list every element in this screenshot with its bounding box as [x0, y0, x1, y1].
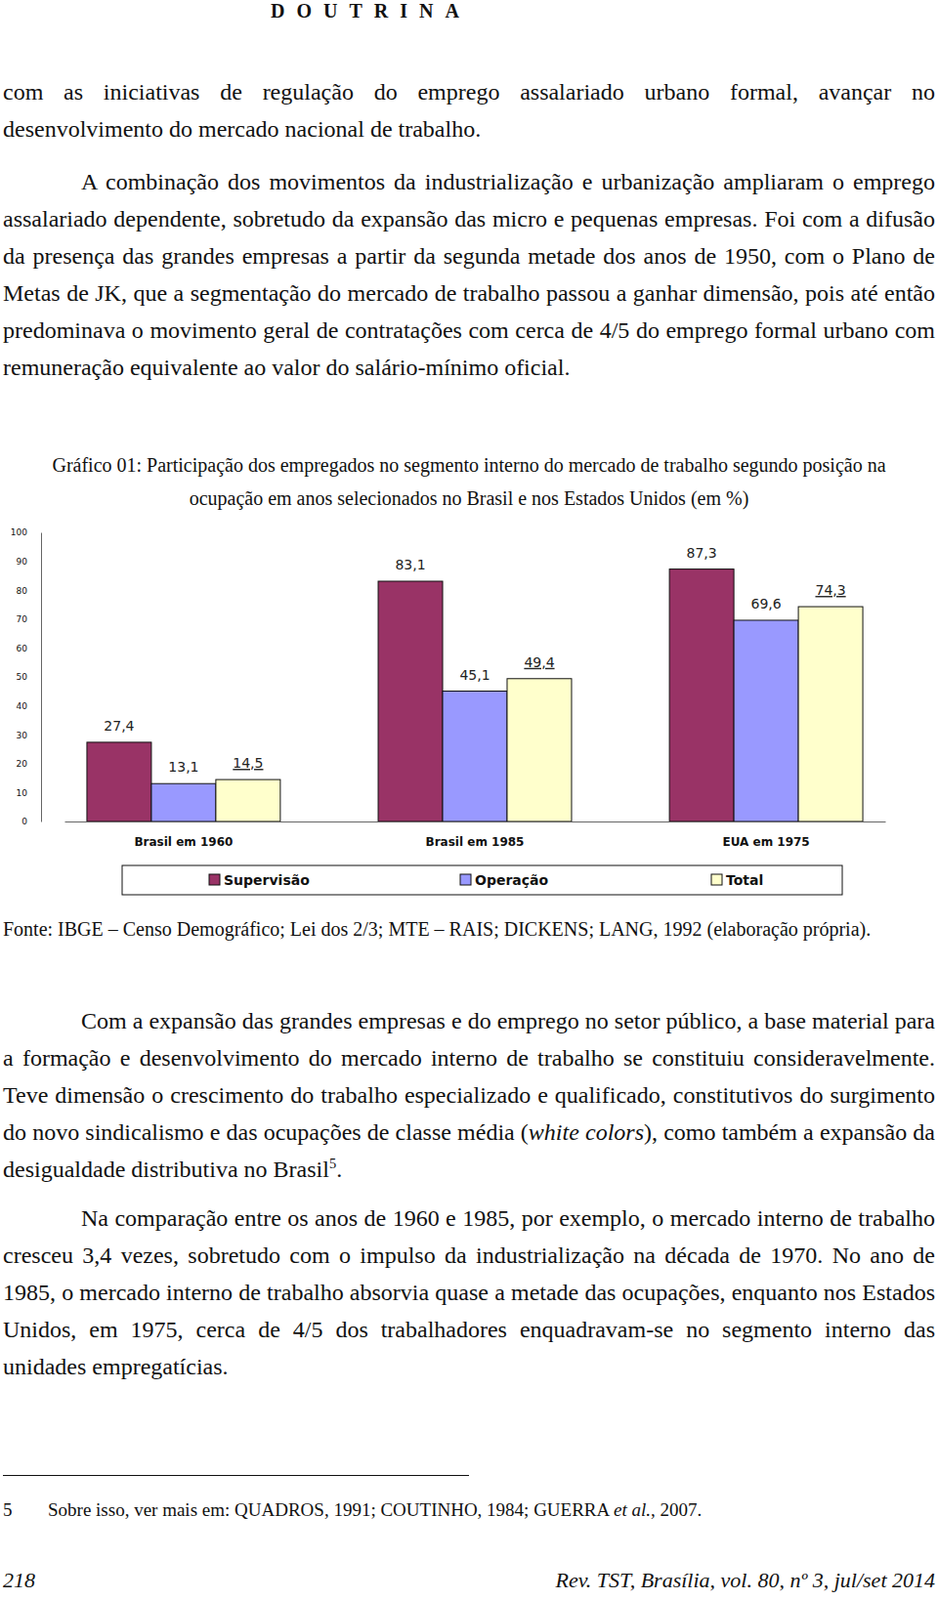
text-run: . [336, 1156, 342, 1183]
text-run: et al. [613, 1499, 651, 1521]
y-tick: 50 [16, 672, 42, 683]
chart: 0102030405060708090100Brasil em 1960Bras… [0, 522, 938, 914]
x-tick: Brasil em 1985 [426, 821, 525, 850]
tick-label: 10 [16, 788, 29, 799]
tick-label: 60 [16, 643, 29, 654]
tick-label: Brasil em 1985 [426, 835, 525, 850]
data-label: 27,4 [103, 718, 134, 734]
bar [798, 606, 863, 822]
y-tick: 60 [16, 643, 42, 654]
data-label: 45,1 [459, 667, 490, 683]
legend-label: Total [725, 872, 764, 889]
tick-label: 30 [16, 730, 29, 741]
data-label: 14,5 [232, 755, 263, 771]
paragraph: Com a expansão das grandes empresas e do… [2, 1002, 936, 1189]
bar [669, 569, 734, 822]
tick-label: Brasil em 1960 [133, 835, 233, 850]
tick-label: 0 [21, 816, 28, 827]
y-tick: 20 [16, 759, 42, 769]
axis-line [41, 533, 43, 823]
legend-label: Operação [474, 872, 550, 889]
legend: Supervisão Operação Total [122, 865, 843, 896]
tick-label: 70 [16, 614, 29, 625]
page-number: 218 [2, 1568, 36, 1594]
text-run: com as iniciativas de regulação do empre… [2, 79, 936, 142]
footnote-number: 5 [2, 1497, 48, 1524]
legend-label: Supervisão [223, 872, 310, 889]
text-block: Com a expansão das grandes empresas e do… [2, 1002, 936, 1386]
x-axis: Brasil em 1960 Brasil em 1985 EUA em 1975 [65, 821, 887, 850]
data-label: 74,3 [814, 582, 846, 598]
text-run: A combinação dos movimentos da industria… [2, 169, 936, 381]
y-tick: 10 [16, 788, 42, 799]
bar [733, 620, 799, 822]
y-tick: 0 [21, 816, 42, 827]
tick-label: 40 [16, 701, 29, 712]
bar [215, 779, 281, 822]
text-run: 5 [329, 1155, 337, 1172]
x-tick: Brasil em 1960 [133, 821, 233, 850]
journal-ref: Rev. TST, Brasília, vol. 80, nº 3, jul/s… [554, 1568, 936, 1594]
text-run: , 2007. [650, 1499, 702, 1521]
section-header: DOUTRINA [270, 0, 471, 23]
footnote: 5Sobre isso, ver mais em: QUADROS, 1991;… [2, 1497, 936, 1524]
tick-label: 100 [10, 527, 28, 538]
data-label: 87,3 [686, 545, 718, 561]
footnote-rule [2, 1475, 469, 1477]
source-note: Fonte: IBGE – Censo Demográfico; Lei dos… [2, 915, 936, 944]
data-label: 69,6 [750, 596, 781, 612]
tick-label: 90 [16, 556, 29, 567]
y-axis: 0 10 20 30 40 50 60 70 80 90 100 [10, 527, 43, 827]
legend-swatch [209, 874, 220, 886]
y-tick: 100 [10, 527, 42, 538]
bar [151, 783, 216, 822]
legend-box [122, 865, 843, 896]
legend-swatch [460, 874, 471, 886]
paragraph: Na comparação entre os anos de 1960 e 19… [2, 1199, 936, 1386]
chart-title: Gráfico 01: Participação dos empregados … [29, 448, 909, 515]
legend-swatch [711, 874, 723, 886]
tick-label: 50 [16, 672, 29, 683]
text-run: white colors [528, 1119, 644, 1146]
tick-label: 20 [16, 759, 29, 769]
y-tick: 30 [16, 730, 42, 741]
bars [86, 569, 863, 822]
text-block: com as iniciativas de regulação do empre… [2, 73, 936, 386]
bar [86, 742, 152, 822]
bar [378, 581, 443, 822]
y-tick: 70 [16, 614, 42, 625]
y-tick: 80 [16, 586, 42, 597]
tick-label: EUA em 1975 [722, 835, 810, 850]
y-tick: 40 [16, 701, 42, 712]
data-label: 49,4 [523, 654, 555, 671]
tick-label: 80 [16, 586, 29, 597]
y-tick: 90 [16, 556, 42, 567]
data-label: 83,1 [394, 556, 426, 573]
axis-line [65, 821, 887, 823]
paragraph: A combinação dos movimentos da industria… [2, 163, 936, 386]
data-labels: 27,4 83,1 87,3 13,1 45,1 69,6 14,5 49,4 74,3 [103, 545, 846, 776]
text-run: Sobre isso, ver mais em: QUADROS, 1991; … [47, 1499, 614, 1521]
bar [507, 679, 572, 822]
x-tick: EUA em 1975 [722, 821, 810, 850]
bar [442, 691, 508, 822]
text-run: Na comparação entre os anos de 1960 e 19… [2, 1205, 936, 1380]
data-label: 13,1 [168, 759, 199, 775]
paragraph: com as iniciativas de regulação do empre… [2, 73, 936, 148]
